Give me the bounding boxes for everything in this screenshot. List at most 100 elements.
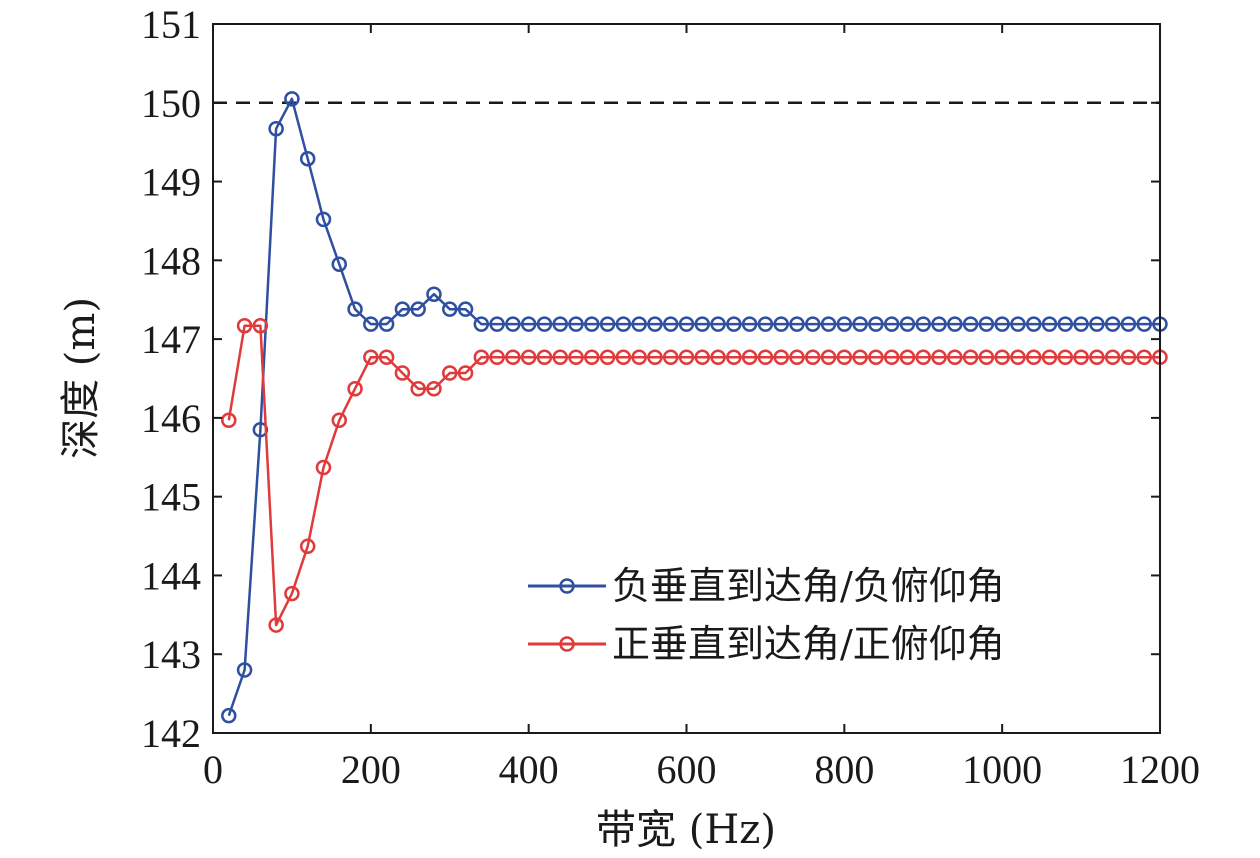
data-point	[789, 349, 805, 365]
data-point	[852, 349, 868, 365]
x-tick-label: 600	[657, 747, 717, 792]
data-point	[1057, 349, 1074, 365]
data-point	[457, 301, 474, 317]
data-point	[426, 286, 442, 302]
data-point	[1136, 316, 1152, 332]
data-point	[410, 301, 426, 317]
data-point	[520, 349, 537, 365]
data-point	[331, 412, 348, 429]
data-point	[363, 349, 379, 365]
data-point	[363, 316, 379, 332]
data-point	[299, 150, 316, 167]
y-tick-label: 144	[141, 553, 201, 598]
data-point	[442, 301, 458, 317]
data-point	[378, 349, 395, 365]
data-point	[678, 349, 695, 365]
series-group	[221, 91, 1168, 724]
data-point	[236, 662, 253, 678]
data-point	[1025, 316, 1042, 332]
data-point	[615, 349, 632, 365]
data-point	[962, 349, 979, 365]
data-point	[883, 316, 900, 332]
legend-label-positive: 正垂直到达角/正俯仰角	[612, 622, 1005, 666]
data-point	[1010, 349, 1026, 365]
data-point	[805, 316, 821, 332]
data-point	[931, 349, 947, 365]
data-point	[315, 211, 332, 228]
data-point	[1089, 349, 1105, 365]
data-point	[1025, 349, 1042, 365]
data-point	[505, 349, 521, 365]
data-point	[662, 349, 679, 365]
x-tick-label: 200	[341, 747, 401, 792]
y-tick-label: 147	[141, 317, 201, 362]
data-point	[1136, 349, 1152, 365]
data-point	[536, 349, 553, 365]
data-point	[947, 316, 963, 332]
y-tick-label: 149	[141, 160, 201, 205]
data-point	[426, 380, 442, 397]
legend-marker-positive	[559, 636, 575, 652]
data-point	[962, 316, 979, 332]
data-point	[315, 459, 332, 476]
legend-entry-positive: 正垂直到达角/正俯仰角	[528, 622, 1005, 666]
data-point	[647, 316, 663, 332]
legend-entry-negative: 负垂直到达角/负俯仰角	[528, 564, 1005, 608]
legend-label-negative: 负垂直到达角/负俯仰角	[612, 564, 1005, 608]
data-point	[284, 585, 300, 602]
data-point	[299, 538, 316, 555]
data-point	[805, 349, 821, 365]
data-point	[236, 317, 253, 334]
series-layer	[221, 91, 1168, 724]
data-point	[647, 349, 663, 365]
data-point	[1041, 349, 1058, 365]
data-point	[378, 316, 395, 332]
data-point	[252, 317, 269, 334]
data-point	[789, 316, 805, 332]
data-point	[1073, 349, 1089, 365]
data-point	[757, 349, 774, 365]
data-point	[1057, 316, 1074, 332]
data-point	[931, 316, 947, 332]
data-point	[568, 349, 584, 365]
data-point	[694, 316, 711, 332]
data-point	[836, 316, 853, 332]
data-point	[552, 349, 568, 365]
data-point	[883, 349, 900, 365]
data-point	[726, 349, 742, 365]
data-point	[331, 256, 348, 273]
y-tick-label: 145	[141, 475, 201, 520]
data-point	[820, 349, 837, 365]
series-line	[227, 97, 1160, 717]
x-tick-label: 1000	[962, 747, 1042, 792]
data-point	[947, 349, 963, 365]
data-point	[662, 316, 679, 332]
data-point	[284, 91, 300, 107]
data-point	[1073, 316, 1089, 332]
data-point	[347, 380, 363, 397]
data-point	[473, 349, 490, 365]
data-point	[584, 316, 600, 332]
y-tick-label: 146	[141, 396, 201, 441]
data-point	[410, 380, 426, 397]
data-point	[1041, 316, 1058, 332]
data-point	[1120, 349, 1137, 365]
data-point	[552, 316, 568, 332]
data-point	[268, 121, 284, 137]
legend: 负垂直到达角/负俯仰角 正垂直到达角/正俯仰角	[528, 564, 1005, 666]
data-point	[568, 316, 584, 332]
data-point	[899, 316, 916, 332]
y-tick-label: 142	[141, 711, 201, 756]
x-tick-label: 400	[499, 747, 559, 792]
data-point	[599, 316, 616, 332]
data-point	[868, 349, 884, 365]
data-point	[1120, 316, 1137, 332]
data-point	[726, 316, 742, 332]
data-point	[457, 365, 474, 381]
y-tick-label: 151	[141, 2, 201, 47]
data-point	[442, 365, 458, 381]
y-axis-title: 深度 (m)	[58, 297, 104, 459]
tick-layer: 0 200 400 600 800 1000 1200 142 143 144 145 146 147 1…	[141, 2, 1200, 792]
data-point	[489, 316, 505, 332]
data-point	[978, 316, 995, 332]
